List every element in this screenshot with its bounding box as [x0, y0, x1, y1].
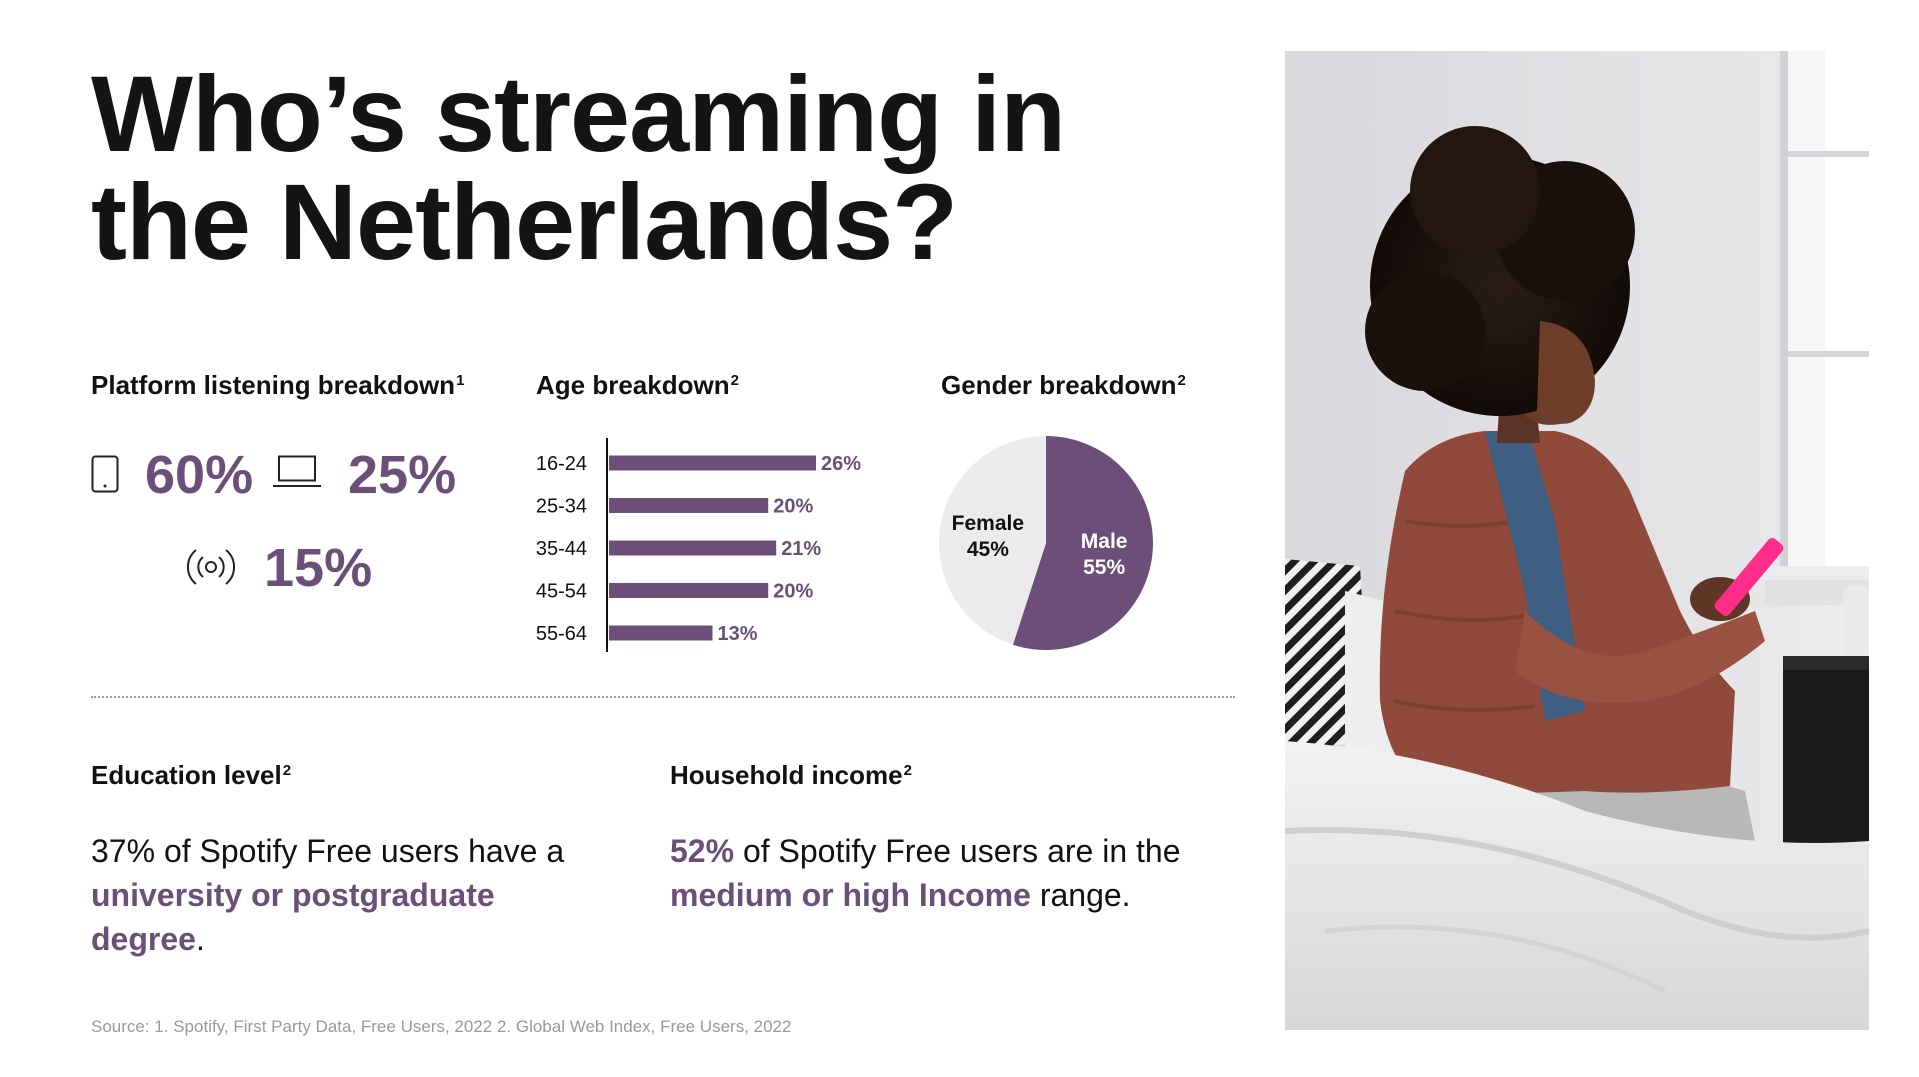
age-value-label: 21% [781, 538, 821, 560]
age-value-label: 20% [773, 581, 813, 603]
age-bar [609, 625, 713, 641]
other-percentage: 15% [264, 538, 373, 598]
age-tick-label: 55-64 [536, 623, 587, 645]
age-heading: Age breakdown2 [536, 370, 739, 401]
age-bar-chart: 16-24 26% 25-34 20% 35-44 21% 45-54 20% 55-64 13% [536, 438, 861, 652]
income-statement: 52% of Spotify Free users are in the med… [670, 829, 1230, 917]
page-title-line-1: Who’s streaming in [91, 53, 1066, 174]
gender-label-female: Female [952, 512, 1024, 535]
age-bar [609, 540, 777, 556]
woman-with-phone-photo [1285, 51, 1869, 1030]
education-text-end: . [195, 921, 205, 957]
income-heading-text: Household income [670, 760, 903, 790]
age-tick-label: 25-34 [536, 496, 587, 518]
mobile-icon [91, 455, 119, 493]
age-value-label: 26% [821, 453, 861, 475]
education-highlight: university or postgraduate degree [91, 877, 495, 957]
income-text-end: range. [1030, 877, 1131, 913]
age-bar [609, 455, 816, 471]
page-title-line-2: the Netherlands? [91, 161, 958, 282]
mobile-percentage: 60% [145, 445, 254, 505]
section-divider [91, 696, 1235, 698]
education-statement: 37% of Spotify Free users have a univers… [91, 829, 611, 961]
gender-heading-footnote: 2 [1177, 372, 1186, 389]
page-title: Who’s streaming in the Netherlands? [91, 53, 1066, 282]
age-bar [609, 498, 769, 513]
age-heading-text: Age breakdown [536, 370, 730, 400]
gender-value-female: 45% [967, 538, 1009, 561]
income-heading-footnote: 2 [903, 762, 912, 779]
source-footnote: Source: 1. Spotify, First Party Data, Fr… [91, 1017, 792, 1036]
speaker-icon [186, 545, 236, 589]
platform-heading: Platform listening breakdown1 [91, 370, 464, 401]
age-bar [609, 583, 769, 598]
age-value-label: 20% [773, 496, 813, 518]
gender-pie-slice-female [939, 436, 1046, 645]
age-value-label: 13% [718, 623, 758, 645]
gender-pie-slice-male [1012, 436, 1154, 650]
gender-heading: Gender breakdown2 [941, 370, 1186, 401]
income-highlight: medium or high Income [670, 877, 1031, 913]
gender-heading-text: Gender breakdown [941, 370, 1177, 400]
education-heading-text: Education level [91, 760, 282, 790]
age-tick-label: 45-54 [536, 581, 587, 603]
age-heading-footnote: 2 [730, 372, 739, 389]
desktop-percentage: 25% [348, 445, 457, 505]
income-highlight-percentage: 52% [670, 833, 735, 869]
gender-label-male: Male [1081, 530, 1128, 553]
laptop-icon [272, 455, 322, 489]
platform-heading-text: Platform listening breakdown [91, 370, 456, 400]
platform-heading-footnote: 1 [456, 372, 465, 389]
age-tick-label: 35-44 [536, 538, 587, 560]
income-heading: Household income2 [670, 760, 912, 791]
gender-value-male: 55% [1083, 556, 1125, 579]
age-tick-label: 16-24 [536, 453, 587, 475]
education-heading: Education level2 [91, 760, 291, 791]
education-text: 37% of Spotify Free users have a [91, 833, 565, 869]
income-text: of Spotify Free users are in the [734, 833, 1181, 869]
education-heading-footnote: 2 [282, 762, 292, 779]
gender-pie-chart: Male 55% Female 45% [939, 436, 1154, 650]
